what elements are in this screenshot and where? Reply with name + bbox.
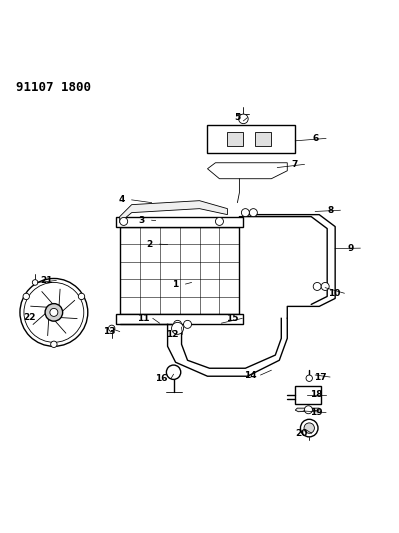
Circle shape [45, 304, 63, 321]
Text: 17: 17 [314, 373, 326, 382]
Circle shape [24, 282, 84, 342]
Text: 14: 14 [244, 370, 257, 379]
Text: 2: 2 [146, 240, 153, 249]
Text: 16: 16 [155, 374, 168, 383]
Bar [207, 125, 295, 153]
Bar [120, 227, 239, 314]
Circle shape [249, 208, 257, 216]
Bar [227, 132, 243, 146]
Text: 5: 5 [234, 113, 241, 122]
Text: 7: 7 [291, 160, 298, 169]
Circle shape [241, 208, 249, 216]
Circle shape [313, 282, 321, 290]
Circle shape [20, 278, 88, 346]
Circle shape [239, 114, 248, 124]
Polygon shape [295, 408, 319, 411]
Polygon shape [120, 200, 227, 223]
Text: 21: 21 [40, 276, 53, 285]
Text: 3: 3 [138, 216, 145, 225]
Text: 6: 6 [313, 134, 319, 143]
Circle shape [109, 325, 115, 332]
Circle shape [304, 423, 314, 433]
Text: 18: 18 [310, 391, 322, 399]
Text: 8: 8 [327, 206, 334, 215]
Circle shape [32, 280, 38, 285]
Circle shape [23, 293, 30, 300]
Circle shape [321, 282, 329, 290]
Text: 12: 12 [166, 330, 179, 339]
Text: 91107 1800: 91107 1800 [16, 81, 91, 94]
Circle shape [300, 419, 318, 437]
Text: 15: 15 [226, 314, 239, 323]
Circle shape [184, 320, 192, 328]
Circle shape [306, 375, 312, 382]
Circle shape [172, 322, 184, 334]
Text: 13: 13 [103, 327, 116, 336]
Circle shape [174, 320, 182, 328]
Circle shape [120, 217, 128, 225]
Circle shape [215, 217, 223, 225]
Circle shape [166, 365, 181, 379]
Bar [62, 302, 78, 322]
Bar [116, 314, 243, 325]
Text: 10: 10 [328, 289, 341, 298]
Bar [116, 216, 243, 227]
Text: 22: 22 [24, 313, 36, 322]
Text: 1: 1 [172, 279, 179, 288]
Bar [255, 132, 271, 146]
Circle shape [304, 406, 312, 414]
Circle shape [78, 293, 85, 300]
Circle shape [50, 309, 58, 317]
Text: 19: 19 [310, 408, 322, 417]
Polygon shape [207, 163, 287, 179]
Text: 4: 4 [119, 196, 125, 204]
Text: 20: 20 [295, 429, 308, 438]
Circle shape [51, 341, 57, 348]
Text: 11: 11 [136, 314, 149, 323]
Text: 9: 9 [347, 244, 354, 253]
Bar [295, 386, 321, 404]
